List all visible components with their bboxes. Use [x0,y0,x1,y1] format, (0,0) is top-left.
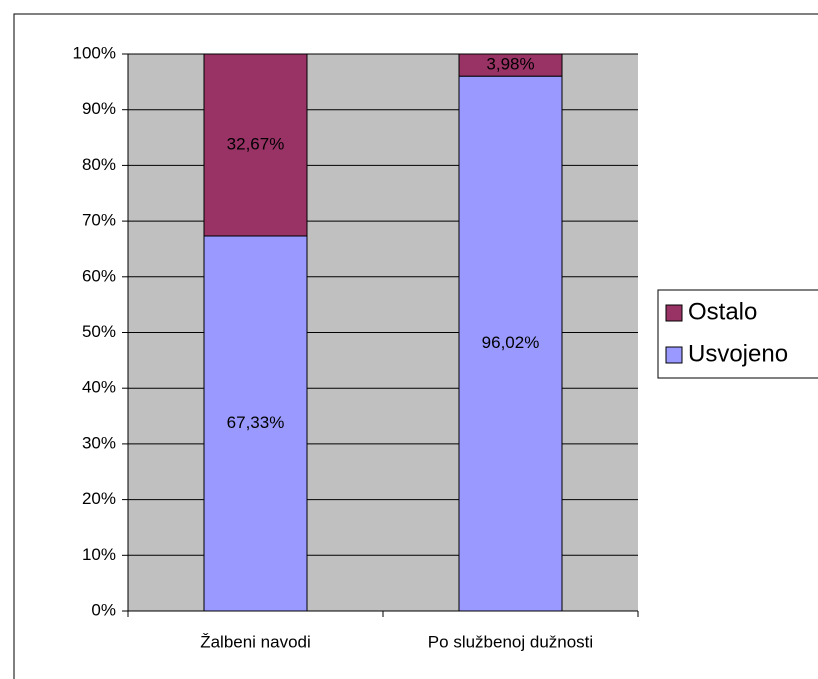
y-tick-label: 90% [82,99,116,118]
y-tick-label: 40% [82,378,116,397]
x-tick-label: Po službenoj dužnosti [428,632,593,651]
bar-segment [203,235,308,612]
legend-swatch [665,346,683,364]
y-tick-label: 100% [73,43,116,62]
y-tick-label: 30% [82,433,116,452]
y-tick-label: 60% [82,266,116,285]
x-tick-label: Žalbeni navodi [200,632,311,651]
legend-swatch [665,304,683,322]
y-tick-label: 20% [82,489,116,508]
legend-label: Ostalo [688,298,757,325]
bar-segment [458,75,563,612]
bar-segment [458,53,563,77]
data-label: 3,98% [486,55,534,74]
legend-label: Usvojeno [688,340,788,367]
bar-segment [203,53,308,237]
legend-box [657,289,818,379]
y-tick-label: 50% [82,322,116,341]
y-tick-label: 0% [91,600,116,619]
data-label: 96,02% [482,333,540,352]
y-tick-label: 10% [82,545,116,564]
data-label: 32,67% [227,134,285,153]
y-tick-label: 80% [82,155,116,174]
data-label: 67,33% [227,413,285,432]
y-tick-label: 70% [82,211,116,230]
